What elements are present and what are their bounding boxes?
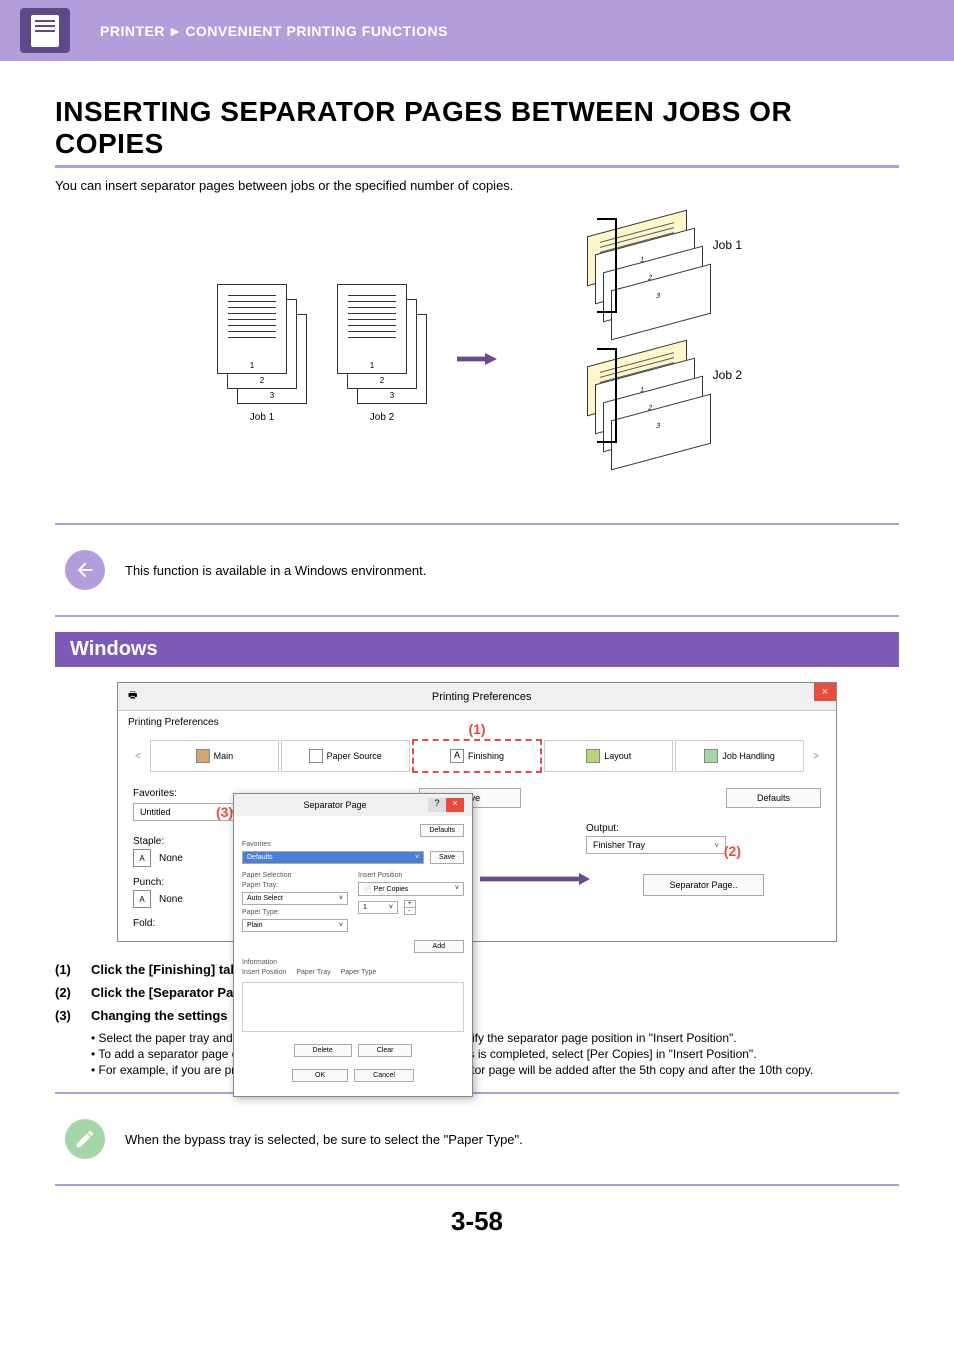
info-note-text: This function is available in a Windows … — [125, 563, 426, 578]
punch-label: Punch: — [133, 877, 164, 888]
step-2-num: (2) — [55, 985, 83, 1000]
tab-job-handling[interactable]: Job Handling — [675, 740, 804, 772]
tip-note-text: When the bypass tray is selected, be sur… — [125, 1132, 523, 1147]
staple-icon: A — [133, 849, 151, 867]
step-1-num: (1) — [55, 962, 83, 977]
fold-label: Fold: — [133, 918, 155, 929]
paper-tray-label: Paper Tray: — [242, 882, 348, 889]
tab-main[interactable]: Main — [150, 740, 279, 772]
output-job2-label: Job 2 — [713, 368, 742, 382]
header-bar: PRINTER►CONVENIENT PRINTING FUNCTIONS — [0, 0, 954, 61]
information-label: Information — [242, 959, 464, 966]
close-icon[interactable]: × — [814, 683, 836, 701]
breadcrumb-section: PRINTER — [100, 23, 165, 39]
dialog-title: Separator Page — [242, 800, 428, 810]
printing-preferences-window: × 🖶 Printing Preferences Printing Prefer… — [117, 682, 837, 942]
callout-2: (2) — [724, 843, 741, 859]
breadcrumb: PRINTER►CONVENIENT PRINTING FUNCTIONS — [100, 23, 448, 39]
favorites-label: Favorites: — [133, 788, 177, 799]
job2-label: Job 2 — [337, 412, 427, 423]
dialog-help-icon[interactable]: ? — [428, 798, 446, 812]
breadcrumb-arrow-icon: ► — [168, 23, 182, 39]
staple-label: Staple: — [133, 836, 164, 847]
step-3-detail-2: • To add a separator page each time prin… — [91, 1047, 899, 1061]
output-dropdown[interactable]: Finisher Tray — [586, 836, 726, 854]
separator-page-button[interactable]: Separator Page.. — [643, 874, 763, 896]
dialog-ok-button[interactable]: OK — [292, 1069, 348, 1082]
step-3-num: (3) — [55, 1008, 83, 1023]
information-list — [242, 982, 464, 1032]
count-up-icon[interactable]: + — [405, 901, 415, 908]
paper-selection-label: Paper Selection — [242, 872, 348, 879]
printer-section-icon — [20, 8, 70, 53]
col-paper-type: Paper Type — [341, 969, 377, 976]
dialog-save-button[interactable]: Save — [430, 851, 464, 864]
insert-position-dropdown[interactable]: 📄 Per Copies — [358, 882, 464, 896]
copies-count-input[interactable]: 1 — [358, 901, 398, 914]
step-3-text: Changing the settings — [91, 1008, 228, 1023]
tab-finishing[interactable]: AFinishing — [412, 739, 543, 773]
col-insert-position: Insert Position — [242, 969, 286, 976]
printer-small-icon: 🖶 — [128, 688, 137, 705]
callout-1: (1) — [468, 721, 485, 737]
step-3-detail-1: • Select the paper tray and paper type f… — [91, 1031, 899, 1045]
dialog-favorites-dropdown[interactable]: Defaults — [242, 851, 424, 864]
dialog-delete-button[interactable]: Delete — [294, 1044, 352, 1057]
breadcrumb-page: CONVENIENT PRINTING FUNCTIONS — [185, 23, 448, 39]
tip-note: When the bypass tray is selected, be sur… — [55, 1092, 899, 1186]
tab-nav-right[interactable]: > — [806, 743, 826, 770]
paper-type-dropdown[interactable]: Plain — [242, 919, 348, 932]
page-number: 3-58 — [55, 1206, 899, 1237]
dialog-close-icon[interactable]: × — [446, 798, 464, 812]
job1-label: Job 1 — [217, 412, 307, 423]
paper-type-label: Paper Type: — [242, 909, 348, 916]
punch-icon: A — [133, 890, 151, 908]
step-1-text: Click the [Finishing] tab. — [91, 962, 242, 977]
count-down-icon[interactable]: - — [405, 908, 415, 914]
dialog-clear-button[interactable]: Clear — [358, 1044, 413, 1057]
tray-icon — [309, 749, 323, 763]
info-note: This function is available in a Windows … — [55, 523, 899, 617]
col-paper-tray: Paper Tray — [296, 969, 330, 976]
staple-value: None — [159, 853, 183, 864]
page-title: INSERTING SEPARATOR PAGES BETWEEN JOBS O… — [55, 96, 899, 168]
job1-stack: 1 2 3 Job 1 — [217, 284, 307, 423]
windows-section-heading: Windows — [55, 632, 899, 667]
insert-position-label: Insert Position — [358, 872, 464, 879]
step-3-detail-3: • For example, if you are printing 10 co… — [91, 1063, 899, 1077]
dialog-defaults-button[interactable]: Defaults — [420, 824, 464, 837]
dialog-favorites-label: Favorites — [242, 841, 464, 848]
separator-page-dialog: Separator Page ? × Defaults Favorites De… — [233, 793, 473, 1097]
diagram-area: 1 2 3 Job 1 1 2 3 Job 2 1 2 3 — [55, 213, 899, 493]
dialog-add-button[interactable]: Add — [414, 940, 464, 953]
output-job1-label: Job 1 — [713, 238, 742, 252]
layout-icon — [586, 749, 600, 763]
output-label: Output: — [586, 823, 619, 834]
pencil-icon — [65, 1119, 105, 1159]
arrow-right-icon — [457, 338, 507, 368]
dialog-cancel-button[interactable]: Cancel — [354, 1069, 414, 1082]
page-icon: A — [450, 749, 464, 763]
paper-tray-dropdown[interactable]: Auto Select — [242, 892, 348, 905]
defaults-button[interactable]: Defaults — [726, 788, 821, 808]
window-title: Printing Preferences — [137, 691, 826, 703]
tab-paper-source[interactable]: Paper Source — [281, 740, 410, 772]
punch-value: None — [159, 894, 183, 905]
job-icon — [704, 749, 718, 763]
info-icon — [65, 550, 105, 590]
intro-text: You can insert separator pages between j… — [55, 178, 899, 193]
tab-nav-left[interactable]: < — [128, 743, 148, 770]
home-icon — [196, 749, 210, 763]
tab-layout[interactable]: Layout — [544, 740, 673, 772]
callout-3: (3) — [216, 804, 233, 820]
job2-stack: 1 2 3 Job 2 — [337, 284, 427, 423]
